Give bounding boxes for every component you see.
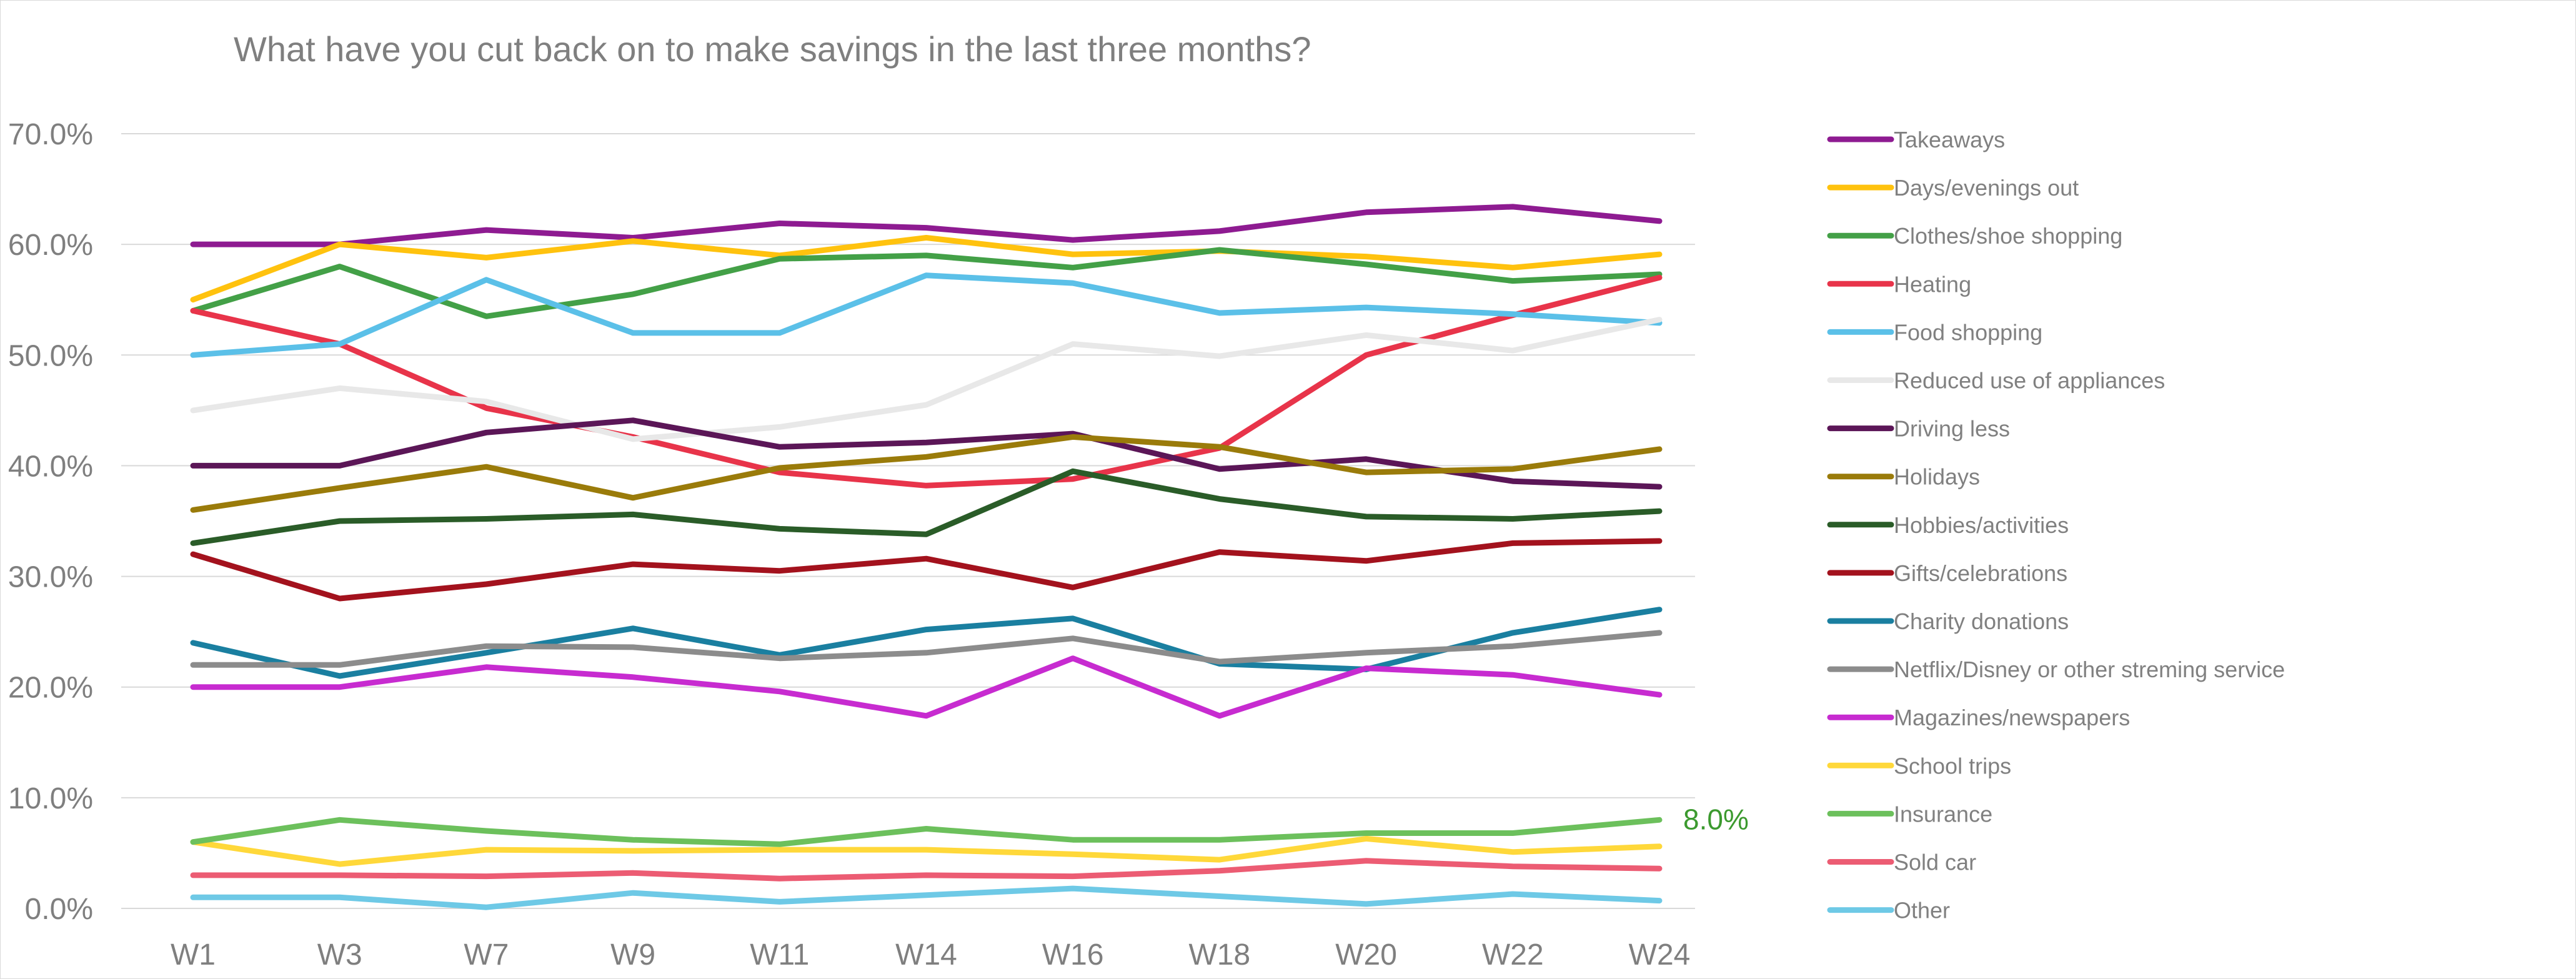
- series-line: [190, 858, 1663, 882]
- x-tick-label: W18: [1189, 938, 1251, 972]
- x-tick-label: W7: [464, 938, 509, 972]
- series-lines: [190, 204, 1663, 910]
- legend-entry: Reduced use of appliances: [1827, 368, 2165, 394]
- legend-entry: Driving less: [1827, 416, 2010, 442]
- x-tick-label: W11: [750, 938, 809, 972]
- series-line: [190, 655, 1663, 719]
- y-tick-label: 0.0%: [25, 893, 93, 926]
- series-line: [190, 538, 1663, 602]
- y-axis-ticks: 0.0% 10.0% 20.0% 30.0% 40.0% 50.0% 60.0% 70.0%: [8, 118, 93, 926]
- legend-entry: Hobbies/activities: [1827, 512, 2069, 538]
- legend: Takeaways Days/evenings out Clothes/shoe s…: [1827, 127, 2285, 923]
- legend-label: Reduced use of appliances: [1894, 368, 2165, 394]
- legend-label: Heating: [1894, 271, 1971, 297]
- legend-label: Clothes/shoe shopping: [1894, 223, 2122, 249]
- legend-label: Sold car: [1894, 850, 1976, 875]
- series-line: [190, 204, 1663, 247]
- legend-entry: Days/evenings out: [1827, 175, 2079, 201]
- x-tick-label: W1: [171, 938, 216, 972]
- x-tick-label: W14: [895, 938, 957, 972]
- y-tick-label: 30.0%: [8, 561, 93, 594]
- legend-label: Holidays: [1894, 464, 1980, 490]
- x-tick-label: W3: [317, 938, 362, 972]
- x-tick-label: W9: [610, 938, 655, 972]
- series-line: [190, 434, 1663, 513]
- x-tick-label: W22: [1482, 938, 1544, 972]
- series-line: [190, 468, 1663, 546]
- x-axis-ticks: W1 W3 W7 W9 W11 W14 W16 W18 W20 W22 W24: [171, 938, 1690, 972]
- series-line: [190, 272, 1663, 358]
- legend-entry: Food shopping: [1827, 319, 2042, 345]
- y-tick-label: 60.0%: [8, 229, 93, 262]
- legend-label: Hobbies/activities: [1894, 512, 2069, 538]
- y-tick-label: 50.0%: [8, 339, 93, 372]
- y-tick-label: 10.0%: [8, 782, 93, 815]
- x-tick-label: W16: [1042, 938, 1104, 972]
- y-tick-label: 40.0%: [8, 450, 93, 483]
- legend-label: Takeaways: [1894, 127, 2005, 152]
- annotations: 8.0%: [1683, 803, 1749, 835]
- legend-label: School trips: [1894, 753, 2011, 778]
- legend-entry: Insurance: [1827, 801, 1992, 827]
- legend-entry: Gifts/celebrations: [1827, 560, 2067, 586]
- legend-entry: Charity donations: [1827, 609, 2069, 634]
- legend-entry: Netflix/Disney or other streming service: [1827, 657, 2285, 682]
- legend-entry: Magazines/newspapers: [1827, 705, 2130, 730]
- series-line: [190, 817, 1663, 847]
- legend-label: Charity donations: [1894, 609, 2069, 634]
- series-line: [190, 885, 1663, 910]
- gridlines: [121, 133, 1695, 909]
- series-line: [190, 317, 1663, 442]
- chart-title: What have you cut back on to make saving…: [234, 29, 1311, 69]
- legend-label: Magazines/newspapers: [1894, 705, 2130, 730]
- legend-entry: School trips: [1827, 753, 2011, 778]
- y-tick-label: 70.0%: [8, 118, 93, 151]
- legend-label: Other: [1894, 898, 1950, 923]
- y-tick-label: 20.0%: [8, 672, 93, 705]
- legend-label: Food shopping: [1894, 319, 2042, 345]
- series-line: [190, 235, 1663, 303]
- legend-entry: Other: [1827, 898, 1950, 923]
- legend-label: Days/evenings out: [1894, 175, 2079, 201]
- series-line: [190, 835, 1663, 867]
- series-line: [190, 607, 1663, 679]
- x-tick-label: W24: [1629, 938, 1691, 972]
- legend-entry: Heating: [1827, 271, 1971, 297]
- legend-label: Gifts/celebrations: [1894, 560, 2067, 586]
- legend-label: Driving less: [1894, 416, 2010, 442]
- series-line: [190, 630, 1663, 668]
- x-tick-label: W20: [1335, 938, 1397, 972]
- legend-entry: Clothes/shoe shopping: [1827, 223, 2122, 249]
- data-label: 8.0%: [1683, 803, 1749, 835]
- legend-entry: Holidays: [1827, 464, 1980, 490]
- series-line: [190, 417, 1663, 490]
- legend-entry: Takeaways: [1827, 127, 2005, 152]
- legend-label: Netflix/Disney or other streming service: [1894, 657, 2285, 682]
- legend-label: Insurance: [1894, 801, 1992, 827]
- legend-entry: Sold car: [1827, 850, 1976, 875]
